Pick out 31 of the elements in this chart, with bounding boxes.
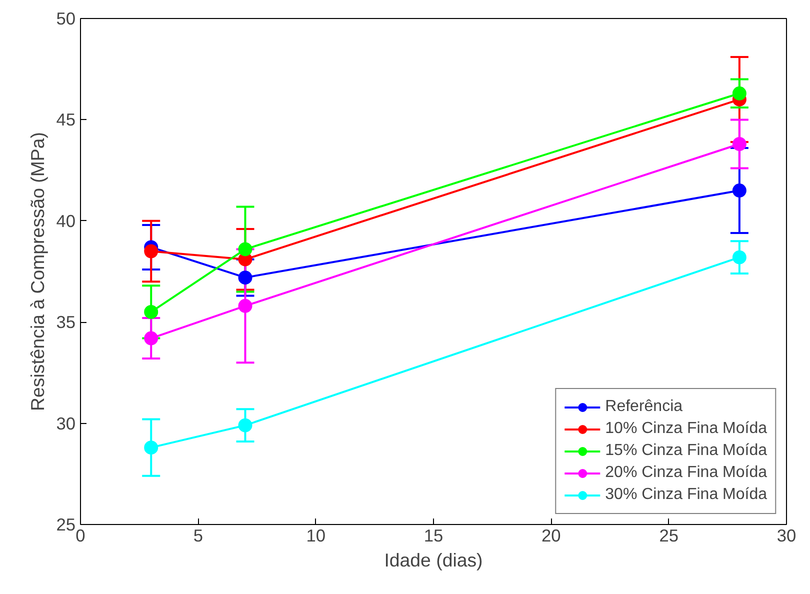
y-tick-label: 40 <box>56 210 76 231</box>
point <box>732 184 746 198</box>
point <box>732 250 746 264</box>
y-axis-title: Resistência à Compressão (MPa) <box>27 132 48 411</box>
x-tick-label: 5 <box>193 526 203 546</box>
y-tick-label: 50 <box>56 8 76 28</box>
legend-label: Referência <box>605 398 683 416</box>
point <box>732 86 746 100</box>
x-tick-label: 20 <box>542 526 561 546</box>
y-tick-label: 35 <box>56 312 76 332</box>
legend-label: 30% Cinza Fina Moída <box>605 486 767 504</box>
x-tick-label: 10 <box>306 526 326 546</box>
point <box>144 440 158 455</box>
y-tick-label: 30 <box>56 413 76 434</box>
point <box>238 270 252 285</box>
point <box>732 137 746 151</box>
point <box>238 298 252 313</box>
x-tick-label: 0 <box>76 526 86 546</box>
legend-label: 10% Cinza Fina Moída <box>605 420 767 438</box>
x-tick-label: 30 <box>776 526 796 546</box>
x-axis-title: Idade (dias) <box>384 550 483 570</box>
legend-label: 15% Cinza Fina Moída <box>605 442 767 460</box>
y-tick-label: 45 <box>56 110 76 130</box>
x-tick-label: 15 <box>424 526 444 546</box>
point <box>238 418 252 432</box>
point <box>238 242 252 256</box>
x-tick-label: 25 <box>659 526 678 546</box>
legend-label: 20% Cinza Fina Moída <box>605 464 767 482</box>
point <box>144 331 158 346</box>
point <box>144 244 158 258</box>
point <box>144 304 158 319</box>
